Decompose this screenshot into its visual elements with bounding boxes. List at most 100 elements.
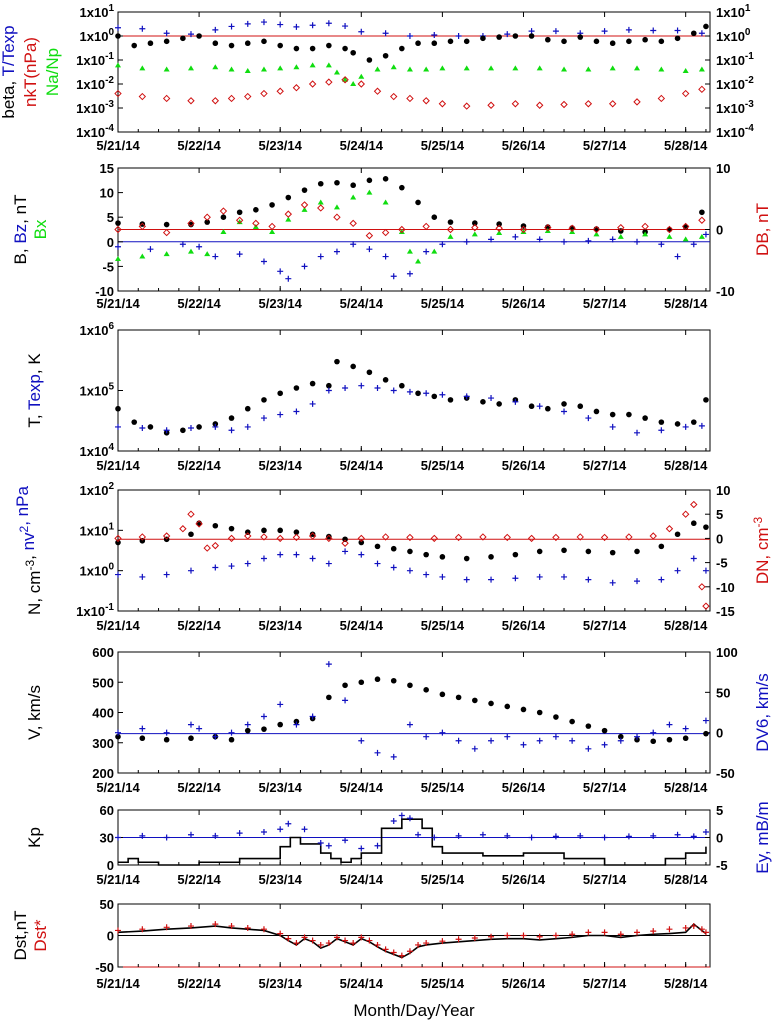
data-point [350,182,356,189]
data-point [512,65,519,71]
data-point [358,845,365,852]
y-tick-label: 0 [716,726,723,741]
data-point [139,424,146,431]
data-point [658,576,665,583]
data-point [211,97,220,105]
data-point [561,66,568,72]
y-tick-label: 1x105 [80,382,115,399]
data-point [438,100,447,108]
data-point [463,576,470,583]
right-axis-label: DN, cm-3 [751,517,772,585]
y-tick-label: 1x102 [80,481,115,498]
data-point [439,573,446,580]
data-point [561,238,568,245]
data-point [382,30,389,37]
data-point [138,222,147,231]
x-tick-label: 5/24/14 [340,296,384,311]
data-point [625,26,632,33]
x-tick-label: 5/26/14 [502,138,546,153]
data-point [115,834,121,841]
data-point [342,937,349,944]
data-point [350,363,356,370]
data-point [633,98,641,106]
data-point [488,395,495,402]
y-tick-label: 5 [716,507,723,522]
data-point [277,390,283,397]
data-point [382,377,389,383]
data-point [317,180,324,187]
data-point [423,940,430,947]
data-point [358,28,365,35]
data-point [650,27,657,34]
data-point [236,251,243,258]
data-point [504,832,511,839]
panel-dst: 5/21/14 5/22/14 5/23/14 5/24/14 5/25/14 5/26/… [11,897,711,991]
data-point [163,924,170,931]
data-point [609,579,616,586]
x-tick-label: 5/26/14 [502,618,546,633]
data-point [658,66,665,72]
data-point [188,735,194,742]
data-point [139,832,146,839]
data-point [139,573,146,580]
x-tick-label: 5/27/14 [583,458,627,473]
x-tick-label: 5/21/14 [96,618,140,633]
y-tick-label: -50 [95,960,114,975]
y-tick-label: -15 [716,604,735,619]
data-point [293,385,300,391]
data-point [374,560,381,567]
data-point [690,555,697,562]
data-point [423,733,430,740]
data-point [471,745,478,752]
data-point [260,89,268,98]
left-axis-label: Bx [31,219,50,239]
data-point [187,65,194,71]
data-point [163,221,170,228]
data-point [536,573,543,580]
data-point [431,40,438,47]
data-point [163,834,170,841]
data-point [196,725,203,732]
data-point [568,224,576,232]
data-point [115,729,121,736]
data-point [180,35,186,42]
y-tick-label: 0 [107,235,114,250]
left-axis-label: N, cm-3, nv2, nPa [13,486,44,615]
data-point [269,228,276,234]
data-point [204,219,211,225]
data-point [341,76,349,84]
data-point [325,560,332,567]
data-point [260,555,267,562]
data-point [381,228,390,237]
data-point [131,419,138,425]
data-point [358,737,365,744]
data-point [317,840,324,846]
data-point [326,694,332,701]
data-point [447,233,454,239]
x-tick-label: 5/22/14 [177,872,221,887]
x-tick-label: 5/21/14 [96,780,140,795]
data-point [244,560,251,567]
data-point [325,387,332,394]
data-point [690,241,697,248]
x-tick-label: 5/24/14 [340,976,384,991]
data-point [703,23,709,30]
x-tick-label: 5/21/14 [96,138,140,153]
panel-bfield: 5/21/14 5/22/14 5/23/14 5/24/14 5/25/14 5/26/… [11,161,772,311]
data-point [503,533,511,542]
data-point [163,38,170,45]
data-point [162,228,171,237]
data-point [366,177,373,184]
x-tick-label: 5/21/14 [96,976,140,991]
data-point [131,42,138,49]
data-point [244,40,251,47]
data-point [406,721,413,728]
x-tick-label: 5/26/14 [502,458,546,473]
data-point [698,85,706,94]
data-point [569,737,576,744]
y-tick-label: 0 [716,531,723,546]
data-point [187,831,194,838]
data-point [399,382,405,389]
y-tick-label: 1x101 [80,521,115,538]
data-point [585,415,592,422]
